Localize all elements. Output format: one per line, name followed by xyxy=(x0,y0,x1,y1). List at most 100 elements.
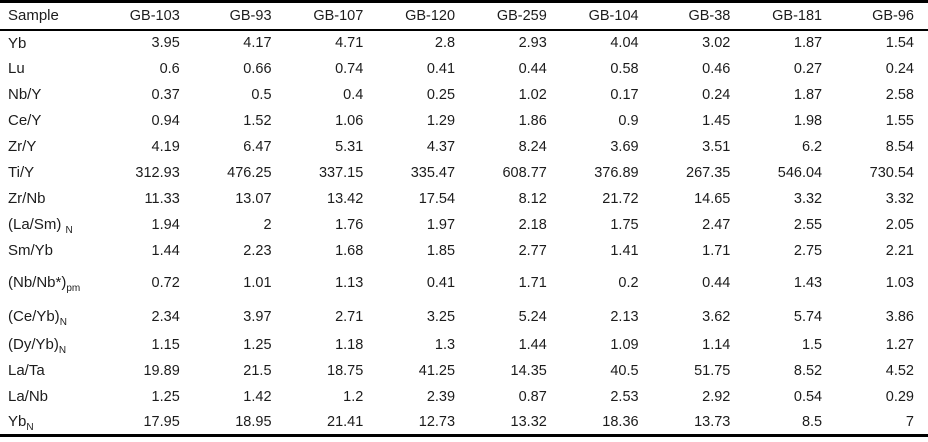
table-cell: 2.77 xyxy=(518,242,547,259)
table-row: Ce/Y 0.94 1.52 1.06 1.29 1.86 0.9 1.45 1.98 1.55 xyxy=(0,108,928,134)
table-cell: 1.86 xyxy=(518,112,547,129)
table-cell: 3.97 xyxy=(243,308,272,325)
table-cell: 4.52 xyxy=(885,362,914,379)
table-cell: 13.32 xyxy=(510,413,547,430)
table-cell: 51.75 xyxy=(694,362,731,379)
table-cell: 1.97 xyxy=(426,216,456,233)
row-label: Zr/Y xyxy=(0,134,102,160)
table-cell: 17.54 xyxy=(418,190,456,207)
table-cell: 546.04 xyxy=(777,164,823,181)
table-cell: 2.71 xyxy=(335,308,364,325)
table-row: YbN 17.95 18.95 21.41 12.73 13.32 18.36 13.73 8.… xyxy=(0,410,928,436)
table-cell: 0.46 xyxy=(702,60,731,77)
table-row: Zr/Y 4.19 6.47 5.31 4.37 8.24 3.69 3.51 6.2 8.54 xyxy=(0,134,928,160)
table-cell: 476.25 xyxy=(227,164,272,181)
table-cell: 0.25 xyxy=(426,86,456,103)
header-gb-96: GB-96 xyxy=(872,7,914,24)
table-cell: 1.44 xyxy=(518,336,547,353)
row-label: Lu xyxy=(0,56,102,82)
table-cell: 0.5 xyxy=(251,86,272,103)
table-cell: 0.24 xyxy=(702,86,731,103)
table-cell: 21.5 xyxy=(243,362,272,379)
row-label-subscript: N xyxy=(59,317,67,328)
table-cell: 1.75 xyxy=(610,216,639,233)
row-label-text: Nb/Y xyxy=(8,86,42,103)
table-cell: 40.5 xyxy=(610,362,639,379)
table-cell: 4.17 xyxy=(243,35,272,51)
table-cell: 14.35 xyxy=(510,362,547,379)
table-cell: 0.44 xyxy=(702,274,731,291)
table-cell: 41.25 xyxy=(418,362,456,379)
table-cell: 0.6 xyxy=(159,60,180,77)
table-cell: 2.39 xyxy=(426,388,456,405)
table-cell: 0.58 xyxy=(610,60,639,77)
table-cell: 376.89 xyxy=(594,164,639,181)
header-gb-93: GB-93 xyxy=(229,7,272,24)
table-row: (La/Sm) N 1.94 2 1.76 1.97 2.18 1.75 2.47 2.55 2.… xyxy=(0,212,928,238)
table-header-row: Sample GB-103 GB-93 GB-107 GB-120 GB-259 GB-1… xyxy=(0,2,928,30)
table-cell: 8.52 xyxy=(793,362,823,379)
table-cell: 1.87 xyxy=(793,86,823,103)
row-label: (La/Sm) N xyxy=(0,212,102,238)
table-cell: 0.72 xyxy=(151,274,180,291)
table-cell: 0.44 xyxy=(518,60,547,77)
header-gb-104: GB-104 xyxy=(588,7,639,24)
table-cell: 0.74 xyxy=(335,60,364,77)
table-cell: 1.15 xyxy=(151,336,180,353)
table-cell: 13.73 xyxy=(694,413,731,430)
table-cell: 0.4 xyxy=(343,86,364,103)
table-cell: 18.36 xyxy=(602,413,639,430)
row-label-text: Yb xyxy=(8,413,27,431)
table-row: Nb/Y 0.37 0.5 0.4 0.25 1.02 0.17 0.24 1.87 2.58 xyxy=(0,82,928,108)
table-cell: 4.04 xyxy=(610,35,639,51)
row-label-text: Yb xyxy=(8,34,27,52)
table-row: (Dy/Yb)N 1.15 1.25 1.18 1.3 1.44 1.09 1.14 1.5 1.… xyxy=(0,332,928,358)
header-gb-103: GB-103 xyxy=(129,7,180,24)
table-cell: 2.18 xyxy=(518,216,547,233)
table-cell: 3.62 xyxy=(702,308,731,325)
row-label: Yb xyxy=(0,30,102,56)
row-label-text: Sm/Yb xyxy=(8,242,54,259)
row-label-subscript: N xyxy=(65,225,73,236)
table-cell: 14.65 xyxy=(694,190,731,207)
table-cell: 335.47 xyxy=(410,164,456,181)
table-cell: 4.19 xyxy=(151,138,180,155)
row-label-text: La/Nb xyxy=(8,388,49,405)
table-cell: 1.06 xyxy=(335,112,364,129)
table-cell: 1.87 xyxy=(793,35,823,51)
table-cell: 1.01 xyxy=(243,274,272,291)
table-cell: 2.8 xyxy=(434,35,456,51)
table-cell: 2.05 xyxy=(885,216,914,233)
table-cell: 5.31 xyxy=(335,138,364,155)
table-cell: 1.44 xyxy=(151,242,180,259)
row-label-subscript: N xyxy=(58,345,67,356)
table-cell: 3.32 xyxy=(885,190,914,207)
row-label: La/Nb xyxy=(0,384,102,410)
table-cell: 3.25 xyxy=(426,308,456,325)
table-cell: 2.47 xyxy=(702,216,731,233)
table-cell: 19.89 xyxy=(143,362,180,379)
table-row: La/Nb 1.25 1.42 1.2 2.39 0.87 2.53 2.92 0.54 0.29 xyxy=(0,384,928,410)
row-label-text: (Dy/Yb) xyxy=(8,336,59,353)
header-gb-120: GB-120 xyxy=(405,7,456,24)
table-cell: 1.54 xyxy=(885,35,914,51)
table-cell: 21.72 xyxy=(602,190,639,207)
table-cell: 1.02 xyxy=(518,86,547,103)
row-label-text: Zr/Y xyxy=(8,138,37,155)
table-cell: 2.58 xyxy=(885,86,914,103)
table-cell: 17.95 xyxy=(143,413,180,430)
table-cell: 1.45 xyxy=(702,112,731,129)
row-label-text: Zr/Nb xyxy=(8,190,46,207)
table-cell: 0.2 xyxy=(618,274,639,291)
row-label: (Dy/Yb)N xyxy=(0,332,102,358)
table-cell: 2.75 xyxy=(793,242,823,259)
table-cell: 13.07 xyxy=(235,190,272,207)
table-cell: 6.47 xyxy=(243,138,272,155)
table-cell: 1.71 xyxy=(518,274,547,291)
table-cell: 1.76 xyxy=(335,216,364,233)
row-label-text: Ti/Y xyxy=(8,164,35,181)
table-cell: 1.41 xyxy=(610,242,639,259)
table-row: La/Ta 19.89 21.5 18.75 41.25 14.35 40.5 51.75 8.… xyxy=(0,358,928,384)
